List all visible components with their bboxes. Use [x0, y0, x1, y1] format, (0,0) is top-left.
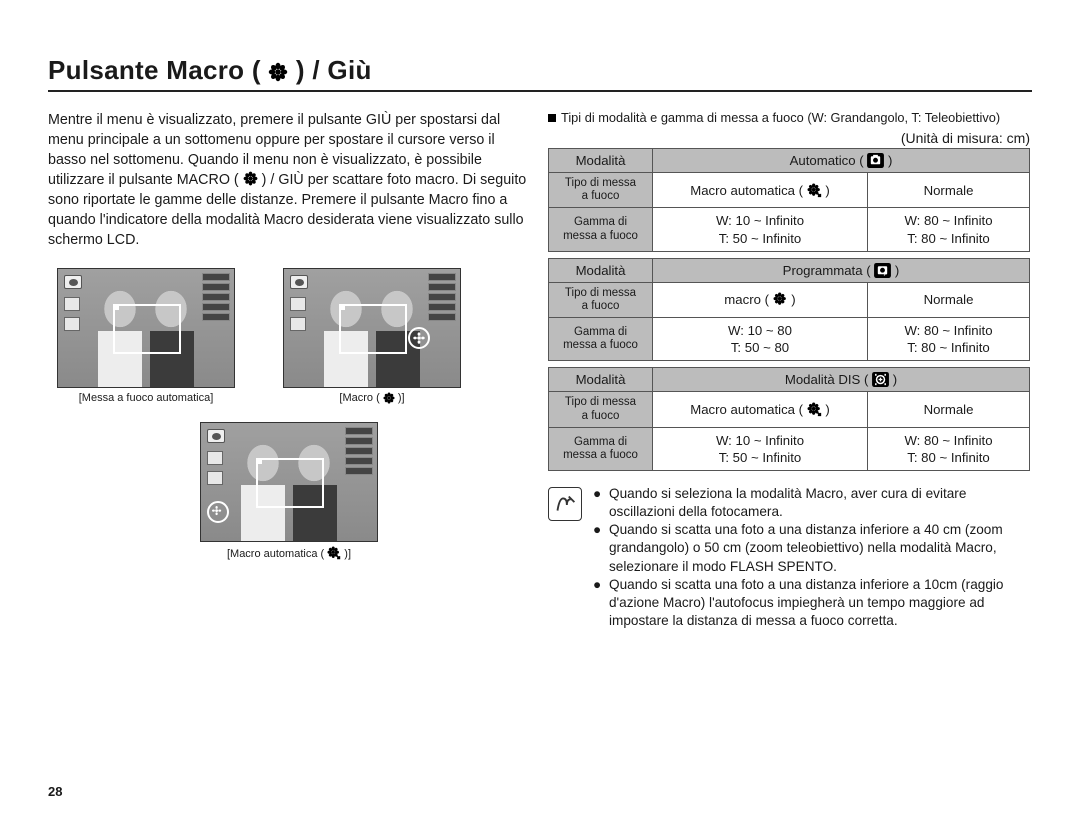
figure-macro: [Macro ( )]: [282, 268, 462, 404]
figure-auto-macro: [Macro automatica ( )]: [199, 422, 379, 560]
table-header: Modalità: [549, 148, 653, 172]
left-status-icons: [207, 451, 225, 485]
left-column: Mentre il menu è visualizzato, premere i…: [48, 110, 530, 630]
table-cell: W: 10 ~ 80T: 50 ~ 80: [653, 318, 868, 361]
table-cell: W: 80 ~ InfinitoT: 80 ~ Infinito: [868, 208, 1030, 251]
table-header: Modalità: [549, 368, 653, 392]
figure-caption: [Macro ( )]: [339, 392, 404, 404]
status-icons: [341, 427, 373, 485]
flower-icon: [268, 62, 288, 82]
table-row-label: Gamma dimessa a fuoco: [549, 208, 653, 251]
figure-caption: [Macro automatica ( )]: [227, 546, 351, 560]
mode-icon: [207, 429, 225, 443]
table-row-label: Gamma dimessa a fuoco: [549, 318, 653, 361]
table-cell: Normale: [868, 282, 1030, 317]
title-text-b: ) / Giù: [296, 55, 372, 85]
table-cell: Normale: [868, 172, 1030, 207]
figures-row-1: [Messa a fuoco automatica] [Ma: [48, 268, 530, 404]
flower-icon: [243, 171, 258, 186]
page-number: 28: [48, 784, 62, 799]
note-line: Tipi di modalità e gamma di messa a fuoc…: [548, 110, 1030, 126]
table-cell: Macro automatica ( ): [653, 392, 868, 427]
lcd-preview: [200, 422, 378, 542]
tip-item: ●Quando si seleziona la modalità Macro, …: [593, 485, 1030, 521]
bullet-icon: ●: [593, 521, 603, 575]
table-header: Programmata ( ): [653, 258, 1030, 282]
table-cell: W: 80 ~ InfinitoT: 80 ~ Infinito: [868, 427, 1030, 470]
table-cell: Normale: [868, 392, 1030, 427]
table-row-label: Tipo di messa a fuoco: [549, 282, 653, 317]
focus-rectangle: [339, 304, 407, 354]
tip-item: ●Quando si scatta una foto a una distanz…: [593, 521, 1030, 575]
flower-icon: [383, 392, 395, 404]
left-status-icons: [64, 297, 82, 331]
bullet-icon: ●: [593, 485, 603, 521]
focus-rectangle: [113, 304, 181, 354]
tip-item: ●Quando si scatta una foto a una distanz…: [593, 576, 1030, 630]
status-icons: [424, 273, 456, 331]
page-title: Pulsante Macro ( ) / Giù: [48, 55, 1032, 86]
focus-range-table: ModalitàProgrammata ( )Tipo di messa a f…: [548, 258, 1030, 362]
auto-macro-indicator-icon: [207, 501, 229, 523]
table-cell: W: 80 ~ InfinitoT: 80 ~ Infinito: [868, 318, 1030, 361]
mode-icon: [290, 275, 308, 289]
bullet-square-icon: [548, 114, 556, 122]
auto-macro-icon: [327, 546, 341, 560]
two-column-layout: Mentre il menu è visualizzato, premere i…: [48, 110, 1032, 630]
focus-range-table: ModalitàAutomatico ( )Tipo di messa a fu…: [548, 148, 1030, 252]
bullet-icon: ●: [593, 576, 603, 630]
mode-icon: [64, 275, 82, 289]
title-text-a: Pulsante Macro (: [48, 55, 268, 85]
focus-range-table: ModalitàModalità DIS ( )Tipo di messa a …: [548, 367, 1030, 471]
tips-list: ●Quando si seleziona la modalità Macro, …: [593, 485, 1030, 630]
note-pencil-icon: [548, 487, 582, 521]
table-header: Modalità: [549, 258, 653, 282]
figures-row-2: [Macro automatica ( )]: [48, 422, 530, 560]
table-row-label: Tipo di messa a fuoco: [549, 172, 653, 207]
table-header: Automatico ( ): [653, 148, 1030, 172]
tip-text: Quando si scatta una foto a una distanza…: [609, 576, 1030, 630]
table-row-label: Gamma dimessa a fuoco: [549, 427, 653, 470]
lcd-preview: [283, 268, 461, 388]
tip-text: Quando si seleziona la modalità Macro, a…: [609, 485, 1030, 521]
manual-page: Pulsante Macro ( ) / Giù Mentre il menu …: [0, 0, 1080, 650]
table-cell: W: 10 ~ InfinitoT: 50 ~ Infinito: [653, 427, 868, 470]
focus-rectangle: [256, 458, 324, 508]
left-status-icons: [290, 297, 308, 331]
figure-auto-focus: [Messa a fuoco automatica]: [56, 268, 236, 404]
status-icons: [198, 273, 230, 331]
table-cell: W: 10 ~ InfinitoT: 50 ~ Infinito: [653, 208, 868, 251]
figure-caption: [Messa a fuoco automatica]: [79, 392, 214, 404]
intro-paragraph: Mentre il menu è visualizzato, premere i…: [48, 110, 530, 250]
right-column: Tipi di modalità e gamma di messa a fuoc…: [548, 110, 1030, 630]
tip-text: Quando si scatta una foto a una distanza…: [609, 521, 1030, 575]
unit-label: (Unità di misura: cm): [548, 130, 1030, 146]
table-row-label: Tipo di messa a fuoco: [549, 392, 653, 427]
title-divider: Pulsante Macro ( ) / Giù: [48, 55, 1032, 92]
table-header: Modalità DIS ( ): [653, 368, 1030, 392]
tips-box: ●Quando si seleziona la modalità Macro, …: [548, 485, 1030, 630]
lcd-preview: [57, 268, 235, 388]
macro-indicator-icon: [408, 327, 430, 349]
table-cell: Macro automatica ( ): [653, 172, 868, 207]
note-text: Tipi di modalità e gamma di messa a fuoc…: [561, 110, 1000, 126]
table-cell: macro ( ): [653, 282, 868, 317]
focus-tables: ModalitàAutomatico ( )Tipo di messa a fu…: [548, 148, 1030, 477]
